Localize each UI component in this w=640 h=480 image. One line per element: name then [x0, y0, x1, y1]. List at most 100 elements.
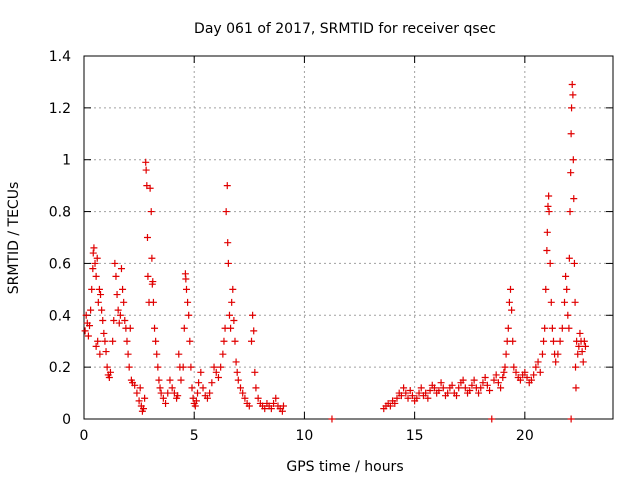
data-point [110, 316, 118, 324]
data-point [142, 158, 150, 166]
data-point [502, 350, 510, 358]
data-point [470, 376, 478, 384]
data-point [140, 405, 148, 413]
x-tick-label: 20 [516, 428, 534, 444]
data-point [225, 311, 233, 319]
data-point [552, 358, 560, 366]
data-point [124, 350, 132, 358]
data-point [153, 350, 161, 358]
data-point [578, 348, 586, 356]
data-point [575, 342, 583, 350]
data-point [152, 337, 160, 345]
data-point [564, 311, 572, 319]
data-point [245, 402, 253, 410]
data-point [492, 371, 500, 379]
data-point [184, 298, 192, 306]
data-point [90, 244, 98, 252]
data-point [580, 337, 588, 345]
data-point [278, 407, 286, 415]
data-point [548, 324, 556, 332]
data-point [86, 322, 94, 330]
data-point [567, 169, 575, 177]
data-point [565, 254, 573, 262]
data-points [81, 81, 589, 423]
data-point [142, 166, 150, 174]
data-point [177, 376, 185, 384]
data-point [148, 254, 156, 262]
data-point [228, 298, 236, 306]
data-point [241, 394, 249, 402]
data-point [408, 392, 416, 400]
data-point [569, 91, 577, 99]
data-point [115, 319, 123, 327]
data-point [111, 259, 119, 267]
data-point [497, 384, 505, 392]
data-point [229, 285, 237, 293]
data-point [448, 381, 456, 389]
data-point [422, 389, 430, 397]
data-point [219, 350, 227, 358]
data-point [94, 337, 102, 345]
data-point [109, 337, 117, 345]
data-point [154, 363, 162, 371]
data-point [261, 405, 269, 413]
data-point [254, 394, 262, 402]
y-tick-label: 0 [62, 412, 71, 428]
data-point [156, 384, 164, 392]
data-point [572, 363, 580, 371]
data-point [144, 272, 152, 280]
data-point [102, 348, 110, 356]
data-point [251, 368, 259, 376]
data-point [568, 81, 576, 89]
data-point [252, 384, 260, 392]
data-point [549, 337, 557, 345]
data-point [159, 394, 167, 402]
grid-lines [84, 56, 613, 419]
data-point [406, 386, 414, 394]
data-point [530, 371, 538, 379]
data-point [477, 384, 485, 392]
plot-frame [83, 55, 614, 420]
data-point [391, 399, 399, 407]
data-point [105, 374, 113, 382]
data-point [97, 291, 105, 299]
data-point [569, 156, 577, 164]
data-point [168, 384, 176, 392]
data-point [157, 389, 165, 397]
data-point [505, 298, 513, 306]
data-point [567, 130, 575, 138]
data-point [545, 208, 553, 216]
data-point [84, 332, 92, 340]
data-point [540, 337, 548, 345]
y-tick-label: 0.4 [49, 308, 71, 324]
data-point [191, 402, 199, 410]
data-point [570, 259, 578, 267]
data-point [437, 379, 445, 387]
data-point [561, 298, 569, 306]
data-point [417, 384, 425, 392]
data-point [424, 394, 432, 402]
data-point [270, 399, 278, 407]
data-point [400, 384, 408, 392]
data-point [239, 389, 247, 397]
data-point [558, 324, 566, 332]
data-point [123, 337, 131, 345]
data-point [175, 350, 183, 358]
data-point [126, 324, 134, 332]
x-tick-label: 15 [406, 428, 424, 444]
data-point [136, 384, 144, 392]
data-point [149, 298, 157, 306]
data-point [155, 376, 163, 384]
data-point [576, 329, 584, 337]
data-point [444, 389, 452, 397]
data-point [199, 384, 207, 392]
data-point [490, 376, 498, 384]
data-point [95, 285, 103, 293]
data-point [174, 392, 182, 400]
data-point [501, 363, 509, 371]
data-point [563, 285, 571, 293]
axis-ticks: 0 5 10 15 20 0 0.2 0.4 0.6 0.8 1 1.2 1.4 [49, 49, 613, 444]
data-point [279, 402, 287, 410]
data-point [521, 368, 529, 376]
data-point [488, 415, 496, 423]
